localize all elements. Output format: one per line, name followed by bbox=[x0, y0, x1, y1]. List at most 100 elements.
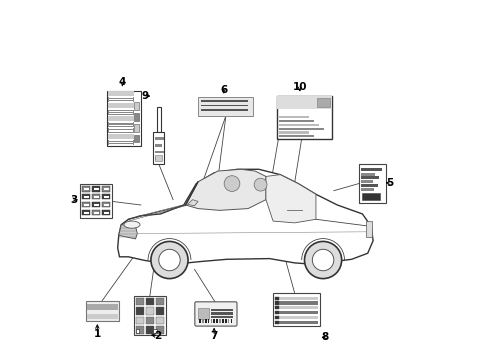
Bar bbox=[84, 196, 88, 198]
Bar bbox=[274, 301, 279, 305]
Bar bbox=[135, 317, 143, 324]
Bar bbox=[202, 319, 203, 323]
Bar bbox=[134, 135, 139, 143]
Bar bbox=[92, 202, 100, 207]
Text: 3: 3 bbox=[70, 195, 77, 204]
Bar bbox=[94, 204, 99, 206]
Bar bbox=[108, 144, 133, 145]
Bar bbox=[145, 326, 154, 334]
Bar bbox=[360, 184, 377, 187]
Bar bbox=[272, 293, 319, 327]
Bar bbox=[145, 307, 154, 315]
Bar bbox=[213, 319, 215, 323]
Bar bbox=[155, 144, 162, 147]
Bar bbox=[155, 157, 162, 160]
Bar bbox=[155, 150, 164, 153]
Bar bbox=[108, 109, 134, 114]
Bar bbox=[210, 319, 212, 323]
Bar bbox=[360, 173, 375, 176]
Bar bbox=[87, 314, 118, 319]
Bar bbox=[135, 298, 143, 306]
Text: 6: 6 bbox=[220, 85, 227, 95]
Bar bbox=[80, 184, 112, 217]
Polygon shape bbox=[185, 169, 265, 210]
Bar bbox=[278, 124, 318, 126]
Bar bbox=[135, 329, 139, 333]
Bar bbox=[103, 196, 108, 198]
Bar bbox=[108, 140, 134, 145]
Circle shape bbox=[304, 242, 341, 279]
Bar bbox=[361, 193, 380, 201]
Bar bbox=[274, 311, 279, 314]
Bar bbox=[108, 123, 133, 125]
Bar bbox=[360, 188, 373, 191]
Bar bbox=[135, 326, 143, 334]
Bar bbox=[108, 134, 134, 139]
Bar bbox=[199, 319, 201, 323]
Bar bbox=[108, 122, 134, 127]
Bar bbox=[224, 319, 226, 323]
Bar bbox=[102, 186, 110, 192]
Bar bbox=[108, 131, 133, 132]
Circle shape bbox=[151, 242, 188, 279]
Bar bbox=[230, 319, 232, 323]
Bar bbox=[227, 319, 229, 323]
Bar bbox=[108, 91, 134, 96]
Bar bbox=[108, 140, 133, 141]
Bar bbox=[134, 113, 139, 121]
Bar bbox=[102, 210, 110, 215]
Circle shape bbox=[254, 178, 266, 191]
Bar bbox=[274, 297, 279, 300]
Bar bbox=[210, 309, 232, 311]
Bar bbox=[153, 329, 157, 333]
Bar bbox=[108, 97, 133, 98]
Bar bbox=[201, 104, 247, 107]
Bar bbox=[156, 326, 164, 334]
Bar bbox=[210, 312, 232, 315]
Bar bbox=[204, 319, 206, 323]
Text: 5: 5 bbox=[386, 178, 393, 188]
Text: 9: 9 bbox=[142, 91, 148, 101]
Bar bbox=[156, 298, 164, 306]
Bar bbox=[85, 301, 119, 321]
Bar bbox=[92, 186, 100, 192]
FancyBboxPatch shape bbox=[194, 302, 237, 326]
Bar bbox=[82, 194, 90, 199]
Bar bbox=[82, 186, 90, 192]
Bar bbox=[108, 116, 134, 121]
Bar bbox=[274, 306, 317, 310]
Bar bbox=[210, 316, 232, 319]
Circle shape bbox=[224, 176, 240, 192]
Bar bbox=[274, 321, 279, 324]
Bar bbox=[274, 316, 317, 319]
Bar bbox=[207, 319, 209, 323]
Bar bbox=[156, 317, 164, 324]
Bar bbox=[108, 125, 133, 126]
Bar bbox=[278, 135, 313, 138]
Bar bbox=[82, 202, 90, 207]
Bar bbox=[108, 113, 133, 114]
Bar bbox=[108, 142, 133, 143]
Polygon shape bbox=[187, 200, 198, 206]
Text: 10: 10 bbox=[292, 82, 306, 92]
Bar bbox=[82, 210, 90, 215]
Bar bbox=[274, 301, 317, 305]
Bar bbox=[108, 111, 133, 112]
Text: 2: 2 bbox=[154, 331, 162, 341]
Bar bbox=[278, 131, 308, 134]
Bar bbox=[103, 204, 108, 206]
Bar bbox=[84, 204, 88, 206]
Bar bbox=[108, 122, 133, 123]
Bar bbox=[102, 194, 110, 199]
Bar bbox=[108, 109, 133, 111]
Bar bbox=[155, 156, 162, 161]
Bar bbox=[87, 305, 118, 310]
Bar bbox=[360, 176, 379, 179]
Text: 1: 1 bbox=[94, 329, 101, 339]
Bar bbox=[108, 128, 133, 129]
Polygon shape bbox=[118, 169, 372, 264]
Text: 8: 8 bbox=[321, 332, 328, 342]
Bar bbox=[103, 188, 108, 190]
Bar bbox=[108, 128, 134, 133]
Bar bbox=[274, 297, 317, 300]
